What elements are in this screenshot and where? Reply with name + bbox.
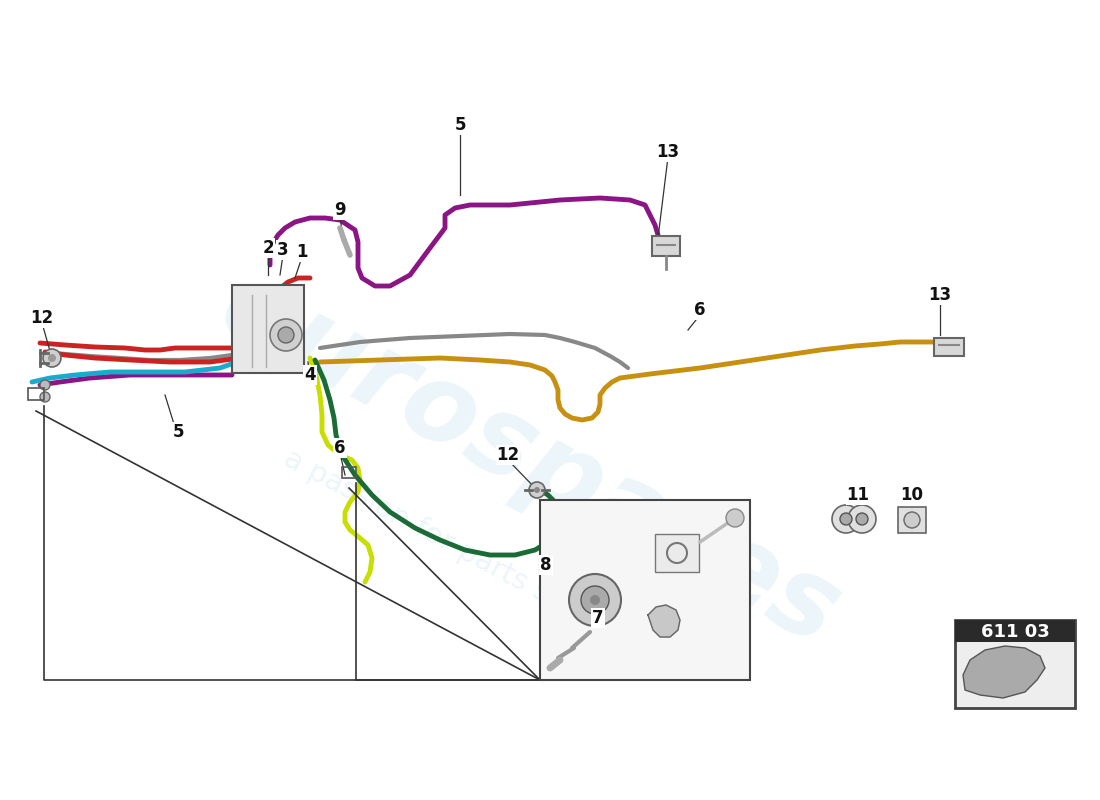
Bar: [898, 507, 926, 533]
Circle shape: [529, 482, 544, 498]
Text: 13: 13: [657, 143, 680, 161]
Bar: [342, 467, 356, 478]
Text: 1: 1: [296, 243, 308, 261]
Circle shape: [40, 392, 49, 402]
Text: 6: 6: [694, 301, 706, 319]
Bar: [955, 620, 1075, 642]
Circle shape: [581, 586, 609, 614]
Circle shape: [569, 574, 622, 626]
Polygon shape: [648, 605, 680, 637]
Circle shape: [726, 509, 744, 527]
Text: 2: 2: [262, 239, 274, 257]
Text: 5: 5: [173, 423, 184, 441]
Bar: [28, 388, 44, 400]
Text: eurospares: eurospares: [202, 252, 858, 668]
Text: 11: 11: [847, 486, 869, 504]
Text: 7: 7: [592, 609, 604, 627]
Circle shape: [48, 354, 56, 362]
Text: 8: 8: [540, 556, 552, 574]
Circle shape: [40, 380, 49, 390]
Text: 3: 3: [277, 241, 289, 259]
Text: 12: 12: [31, 309, 54, 327]
Text: 13: 13: [928, 286, 952, 304]
Bar: [652, 236, 680, 256]
Text: a passion for parts since 1985: a passion for parts since 1985: [278, 444, 681, 676]
Bar: [540, 500, 750, 680]
Circle shape: [904, 512, 920, 528]
Text: 5: 5: [454, 116, 465, 134]
Bar: [654, 534, 698, 572]
Circle shape: [270, 319, 302, 351]
Circle shape: [840, 513, 852, 525]
Circle shape: [848, 505, 876, 533]
Circle shape: [832, 505, 860, 533]
Text: 9: 9: [334, 201, 345, 219]
Text: 6: 6: [334, 439, 345, 457]
Bar: [955, 620, 1075, 708]
Polygon shape: [962, 646, 1045, 698]
Circle shape: [534, 487, 540, 493]
Circle shape: [856, 513, 868, 525]
Circle shape: [278, 327, 294, 343]
Bar: [232, 285, 304, 373]
Bar: [934, 338, 964, 356]
Text: 611 03: 611 03: [980, 623, 1049, 641]
Circle shape: [590, 595, 600, 605]
Text: 12: 12: [496, 446, 519, 464]
Text: 4: 4: [305, 366, 316, 384]
Circle shape: [43, 349, 60, 367]
Text: 10: 10: [901, 486, 924, 504]
